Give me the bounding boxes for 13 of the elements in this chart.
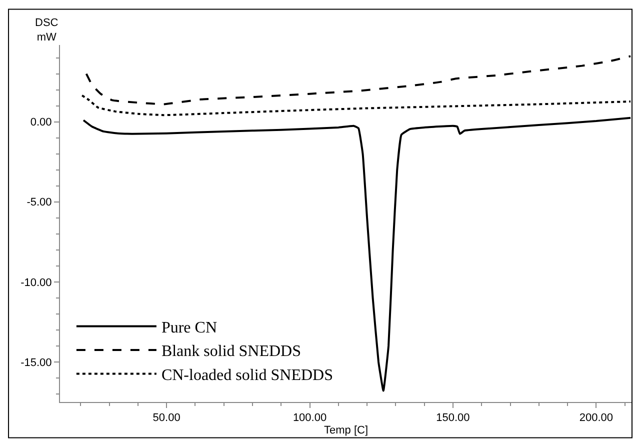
y-tick-label: -10.00 [20, 276, 52, 289]
y-tick-label: -15.00 [20, 356, 52, 369]
legend-label: Pure CN [161, 319, 218, 336]
x-tick-label: 50.00 [152, 412, 180, 424]
x-axis-title: Temp [C] [324, 424, 368, 436]
x-tick-label: 200.00 [579, 412, 614, 424]
x-tick-label: 150.00 [436, 412, 470, 424]
legend-label: CN-loaded solid SNEDDS [161, 367, 334, 384]
legend-label: Blank solid SNEDDS [161, 343, 302, 360]
y-tick-label: 0.00 [30, 116, 52, 129]
y-axis-title: DSC mW [35, 17, 58, 44]
y-tick-label: -5.00 [26, 196, 52, 209]
x-tick-label: 100.00 [292, 412, 327, 424]
